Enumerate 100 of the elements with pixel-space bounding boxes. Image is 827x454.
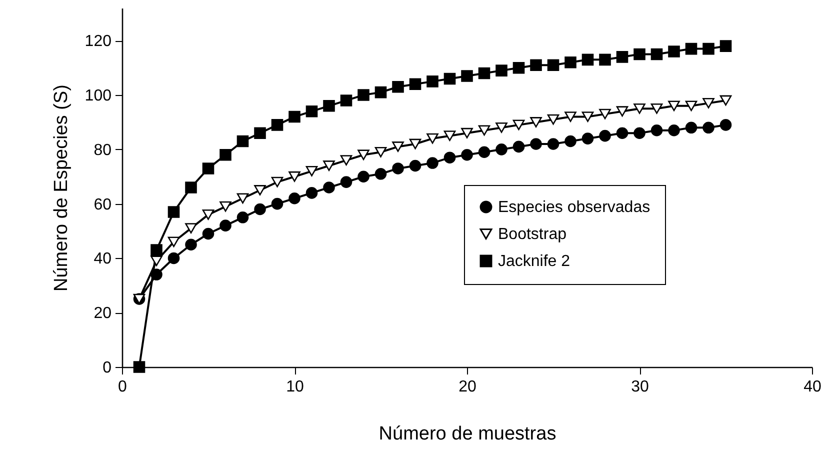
point [582, 54, 594, 66]
point [530, 117, 542, 128]
point [202, 228, 214, 240]
point [702, 98, 714, 108]
point [512, 62, 525, 74]
x-tick-label: 40 [804, 378, 822, 396]
point [461, 70, 473, 82]
point [392, 162, 404, 174]
point [496, 144, 508, 156]
point [478, 146, 490, 158]
point [358, 150, 370, 160]
point [323, 100, 335, 112]
point [564, 135, 576, 148]
point [668, 46, 680, 58]
point [426, 157, 438, 169]
x-tick-label: 20 [458, 378, 476, 396]
point [306, 166, 318, 176]
point [547, 59, 560, 72]
point [720, 95, 732, 106]
point [340, 94, 352, 106]
point [150, 268, 162, 280]
point [374, 168, 387, 180]
point [685, 100, 698, 112]
point [358, 89, 370, 101]
point [220, 201, 232, 212]
point [185, 238, 197, 250]
point [530, 59, 542, 72]
point [220, 220, 232, 232]
y-axis-title: Número de Especies (S) [50, 84, 72, 292]
point [426, 133, 438, 144]
x-tick-label: 30 [631, 378, 649, 396]
point [616, 127, 628, 139]
point [478, 67, 490, 80]
point [685, 42, 698, 55]
point [496, 122, 508, 133]
point [323, 160, 335, 171]
point [634, 103, 646, 114]
point [582, 132, 594, 144]
y-tick-label: 100 [84, 88, 112, 105]
point [168, 236, 180, 248]
point [461, 128, 473, 138]
point [358, 170, 370, 183]
point [616, 51, 628, 63]
point [306, 105, 318, 118]
point [202, 210, 214, 220]
y-tick-label: 60 [94, 196, 112, 214]
legend-label: Jacknife 2 [498, 253, 570, 270]
y-tick-label: 40 [94, 250, 112, 268]
x-tick-label: 0 [118, 378, 128, 396]
y-tick-label: 120 [84, 33, 112, 50]
point [720, 119, 732, 131]
point [444, 72, 456, 85]
point [426, 76, 438, 88]
point [478, 125, 490, 136]
y-tick-label: 20 [94, 305, 112, 322]
point [616, 106, 628, 117]
point [547, 138, 560, 150]
point [254, 127, 266, 139]
point [271, 198, 284, 210]
point [392, 142, 404, 152]
point [547, 114, 560, 125]
point [634, 127, 646, 139]
point [582, 112, 594, 122]
point [685, 122, 698, 134]
point [634, 48, 646, 60]
point [409, 160, 422, 172]
point [444, 130, 456, 142]
x-axis-title: Número de muestras [378, 424, 556, 444]
point [150, 244, 162, 256]
point [202, 162, 214, 174]
point [702, 122, 714, 134]
point [340, 176, 352, 188]
point [564, 56, 576, 68]
point [185, 182, 197, 194]
point [720, 40, 732, 52]
point [512, 140, 525, 153]
point [599, 130, 611, 142]
y-tick-label: 0 [102, 360, 112, 376]
point [323, 182, 335, 194]
point [650, 124, 663, 136]
point [409, 78, 422, 90]
point [650, 103, 663, 114]
point [702, 42, 714, 55]
point [530, 138, 542, 150]
point [599, 54, 611, 66]
legend-label: Bootstrap [498, 226, 567, 243]
point [288, 171, 300, 182]
point [271, 176, 284, 188]
point [220, 148, 232, 161]
point [236, 193, 249, 204]
point [564, 112, 576, 122]
x-tick-label: 10 [286, 378, 304, 396]
y-tick-label: 80 [94, 142, 112, 159]
point [461, 148, 473, 161]
point [409, 138, 422, 150]
point [496, 64, 508, 76]
point [374, 146, 387, 158]
point [288, 110, 300, 123]
point [168, 206, 180, 218]
point [650, 48, 663, 60]
